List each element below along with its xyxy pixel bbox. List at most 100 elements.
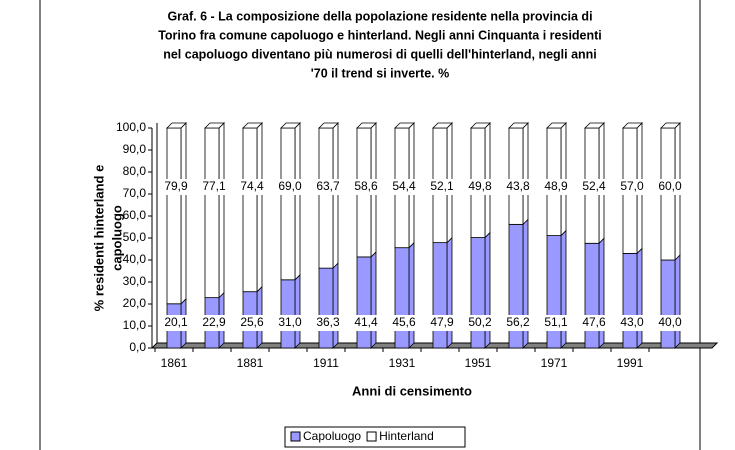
value-label-bg [390,179,418,195]
value-label: 22,9 [202,315,226,329]
value-label-bg [352,179,380,195]
x-tick-label: 1861 [161,356,188,370]
value-label-bg [276,315,304,331]
value-label: 63,7 [316,179,340,193]
bar-top [204,122,225,129]
bar [660,259,676,349]
value-label-bg [428,315,456,331]
bar-top [280,122,301,129]
bar [432,242,448,349]
bar-side [180,122,187,305]
bar-side [636,247,643,349]
bar-side [598,237,605,349]
value-label-bg [656,315,684,331]
value-label-bg [618,315,646,331]
bar [356,256,372,349]
value-label-bg [542,179,570,195]
x-tick-label: 1911 [313,356,339,370]
value-label-bg [656,179,684,195]
value-label-bg [504,179,532,195]
value-label: 69,0 [278,179,302,193]
y-tick-label: 50,0 [123,230,147,244]
chart-title: '70 il trend si inverte. % [311,66,449,80]
bar [318,127,334,269]
value-label-bg [390,315,418,331]
value-label: 74,4 [240,179,264,193]
value-label: 45,6 [392,315,416,329]
value-label-bg [466,179,494,195]
y-tick-label: 40,0 [123,252,147,266]
value-label: 48,9 [544,179,568,193]
y-tick-label: 10,0 [123,318,147,332]
bar-side [256,122,263,293]
bar-top [394,122,415,129]
bar-top [166,122,187,129]
value-label: 51,1 [544,315,568,329]
bar [508,127,524,225]
bar-side [294,122,301,281]
value-label-bg [580,179,608,195]
y-tick-label: 0,0 [129,340,146,354]
value-label: 36,3 [316,315,340,329]
bar-side [370,250,377,349]
chart-title: Torino fra comune capoluogo e hinterland… [158,28,602,42]
y-tick-label: 60,0 [123,208,147,222]
y-tick-label: 80,0 [123,164,147,178]
x-tick-label: 1991 [617,356,644,370]
y-tick-label: 70,0 [123,186,147,200]
bar-side [408,241,415,349]
value-label-bg [162,179,190,195]
bar-side [522,122,529,226]
value-label: 47,9 [430,315,454,329]
value-label: 57,0 [620,179,644,193]
bar [318,267,334,349]
y-tick-label: 100,0 [116,120,146,134]
x-tick-label: 1951 [465,356,492,370]
x-tick-label: 1931 [389,356,416,370]
value-label: 20,1 [164,315,188,329]
bar [242,127,258,293]
y-axis-title: % residenti hinterland e [91,165,106,312]
bar-top [242,122,263,129]
value-label: 43,8 [506,179,530,193]
bar-side [332,262,339,349]
x-tick-label: 1881 [237,356,264,370]
bar [166,127,182,305]
bar [622,252,638,349]
bar-top [318,122,339,129]
legend-label: Capoluogo [303,429,361,443]
value-label: 50,2 [468,315,492,329]
value-label: 47,6 [582,315,606,329]
value-label: 41,4 [354,315,378,329]
value-label: 43,0 [620,315,644,329]
bar-side [218,122,225,299]
y-tick-label: 30,0 [123,274,147,288]
value-label: 52,1 [430,179,454,193]
value-label: 40,0 [658,315,682,329]
value-label: 79,9 [164,179,188,193]
value-label-bg [314,179,342,195]
value-label-bg [314,315,342,331]
bar-top [508,122,529,129]
value-label: 77,1 [202,179,226,193]
legend-swatch [366,431,377,442]
bar [394,247,410,349]
value-label-bg [200,315,228,331]
value-label: 25,6 [240,315,264,329]
bar [470,237,486,349]
legend-label: Hinterland [379,429,434,443]
value-label: 52,4 [582,179,606,193]
y-tick-label: 90,0 [123,142,147,156]
value-label-bg [276,179,304,195]
value-label-bg [428,179,456,195]
value-label: 54,4 [392,179,416,193]
bar [204,127,220,299]
x-tick-label: 1971 [541,356,568,370]
value-label-bg [580,315,608,331]
chart-title: Graf. 6 - La composizione della popolazi… [167,9,592,23]
y-axis-title: capoluogo [109,205,124,271]
bar-top [660,122,681,129]
value-label-bg [504,315,532,331]
bar-side [674,254,681,349]
